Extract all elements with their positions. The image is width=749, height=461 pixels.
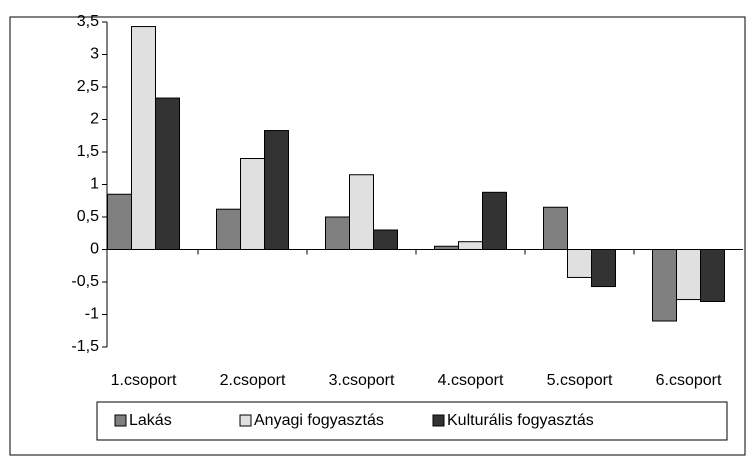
bar <box>700 249 725 302</box>
y-tick-label: -1,5 <box>71 338 99 355</box>
x-tick-label: 1.csoport <box>111 372 177 389</box>
bar <box>482 191 507 251</box>
y-tick-label: 2,5 <box>77 78 99 95</box>
legend-label: Lakás <box>129 412 172 429</box>
y-tick-label: 1 <box>90 176 99 193</box>
legend-swatch <box>114 414 127 427</box>
bar <box>240 158 265 250</box>
bar <box>349 174 374 250</box>
x-tick-label: 3.csoport <box>329 372 395 389</box>
bar <box>652 249 677 322</box>
bar <box>107 193 132 250</box>
bar <box>264 130 289 250</box>
y-tick-label: -0,5 <box>71 273 99 290</box>
x-tick-label: 4.csoport <box>438 372 504 389</box>
bar <box>373 229 398 250</box>
bar <box>676 249 701 301</box>
legend-swatch <box>239 414 252 427</box>
x-tick-label: 2.csoport <box>220 372 286 389</box>
bar <box>567 249 592 278</box>
x-tick-label: 6.csoport <box>656 372 722 389</box>
y-tick-label: 0,5 <box>77 208 99 225</box>
legend-label: Kulturális fogyasztás <box>447 412 594 429</box>
bar <box>155 97 180 250</box>
bar <box>131 26 156 250</box>
bar <box>543 206 568 250</box>
y-tick-label: 2 <box>90 111 99 128</box>
bar <box>325 216 350 250</box>
y-tick-label: 1,5 <box>77 143 99 160</box>
y-tick-label: 3,5 <box>77 13 99 30</box>
x-tick-label: 5.csoport <box>547 372 613 389</box>
bar <box>216 208 241 250</box>
bar <box>458 241 483 250</box>
legend-swatch <box>432 414 445 427</box>
y-tick-label: -1 <box>85 306 99 323</box>
y-tick-label: 3 <box>90 46 99 63</box>
bar <box>591 249 616 288</box>
y-tick-label: 0 <box>90 241 99 258</box>
legend-box <box>96 401 728 441</box>
legend-label: Anyagi fogyasztás <box>254 412 384 429</box>
